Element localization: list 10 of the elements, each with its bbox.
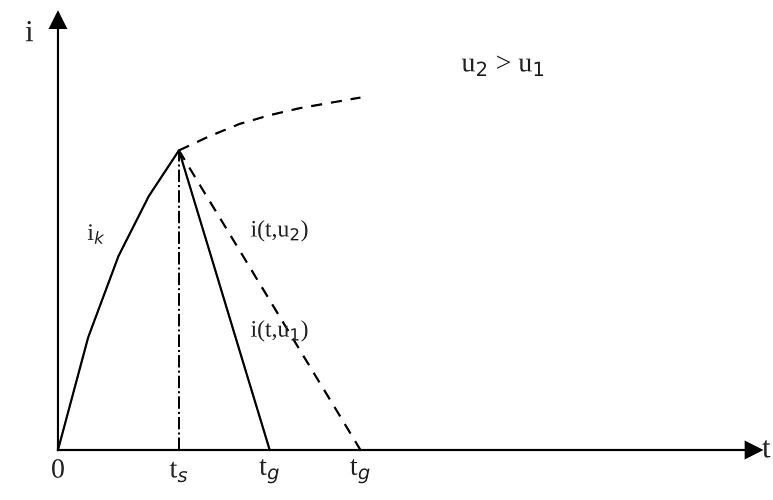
series-label: i(t,u$_{2}$) — [251, 220, 308, 242]
x-tick-label: t$_{g}$ — [259, 459, 279, 484]
x-tick-label: 0 — [52, 459, 64, 478]
x-tick-label: t$_{s}$ — [170, 462, 188, 482]
text: u$_{2}$ > u$_{1}$ — [462, 55, 544, 76]
series-label: i(t,u$_{1}$) — [251, 320, 308, 342]
series-label: i$_{k}$ — [88, 224, 104, 244]
y-axis-title: i — [26, 20, 34, 42]
x-axis-title: t — [762, 440, 770, 458]
x-tick-label: t$_{g}$ — [350, 459, 370, 484]
